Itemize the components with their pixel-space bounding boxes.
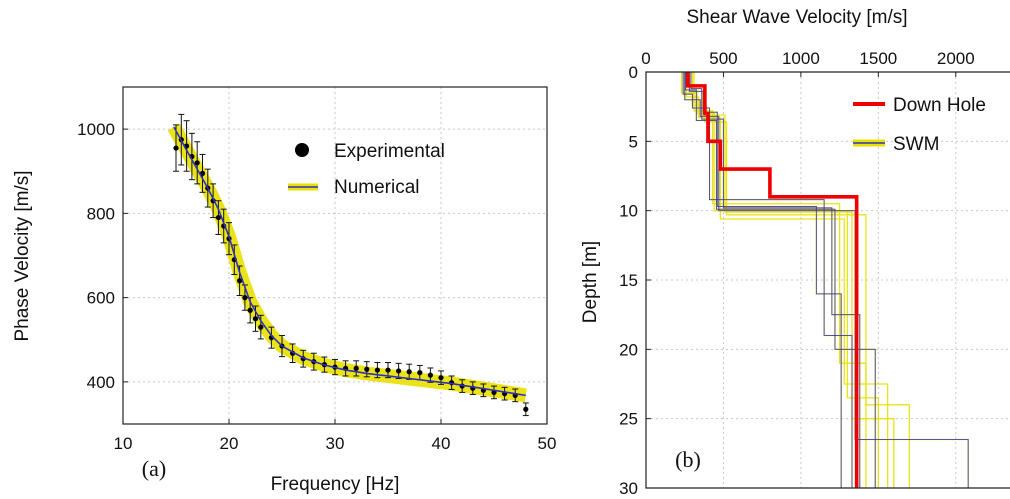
- experimental-marker: [374, 367, 380, 373]
- legend-experimental-label: Experimental: [334, 141, 445, 162]
- x-tick-label: 10: [114, 434, 133, 453]
- experimental-point: [363, 361, 370, 378]
- experimental-marker: [237, 278, 243, 284]
- y-tick-label: 400: [87, 373, 115, 392]
- chart-a-panel-label: (a): [142, 456, 166, 481]
- experimental-marker: [173, 145, 179, 151]
- chart-a-series: [167, 113, 529, 417]
- x-tick-label: 30: [326, 434, 345, 453]
- experimental-point: [194, 141, 201, 185]
- chart-a-legend: Experimental Numerical: [288, 141, 445, 198]
- experimental-point: [199, 153, 206, 193]
- experimental-point: [395, 362, 402, 380]
- experimental-point: [522, 402, 529, 417]
- experimental-marker: [406, 369, 412, 375]
- legend-numerical-label: Numerical: [334, 177, 420, 198]
- experimental-marker: [353, 365, 359, 371]
- experimental-marker: [417, 370, 423, 376]
- legend-experimental-marker: [295, 143, 309, 157]
- chart-a-ticks: 10 20 30 40 50 400 600 800 1000: [77, 120, 556, 453]
- experimental-point: [406, 363, 413, 380]
- x-tick-label: 40: [432, 434, 451, 453]
- numerical-band-yellow: [167, 123, 527, 403]
- experimental-marker: [523, 406, 529, 412]
- experimental-marker: [252, 316, 259, 322]
- y-tick-label: 600: [87, 289, 115, 308]
- experimental-marker: [396, 368, 402, 374]
- chart-a-xlabel: Frequency [Hz]: [271, 474, 400, 495]
- experimental-point: [173, 124, 179, 172]
- experimental-point: [374, 361, 381, 379]
- x-tick-label: 20: [220, 434, 239, 453]
- experimental-marker: [242, 295, 248, 301]
- experimental-point: [385, 361, 391, 379]
- experimental-marker: [385, 367, 391, 373]
- y-tick-label: 1000: [77, 120, 115, 139]
- numerical-line-blue: [173, 126, 526, 397]
- experimental-point: [427, 367, 434, 383]
- experimental-marker: [438, 375, 444, 381]
- experimental-marker: [194, 160, 200, 166]
- experimental-point: [188, 132, 195, 181]
- experimental-marker: [199, 170, 206, 176]
- experimental-marker: [258, 324, 264, 330]
- y-tick-label: 800: [87, 204, 115, 223]
- experimental-marker: [364, 366, 370, 372]
- experimental-marker: [427, 372, 433, 378]
- experimental-marker: [215, 214, 221, 221]
- x-tick-label: 50: [538, 434, 557, 453]
- experimental-point: [353, 360, 360, 377]
- experimental-marker: [247, 307, 253, 313]
- experimental-point: [215, 200, 222, 235]
- chart-a-ylabel: Phase Velocity [m/s]: [12, 170, 33, 341]
